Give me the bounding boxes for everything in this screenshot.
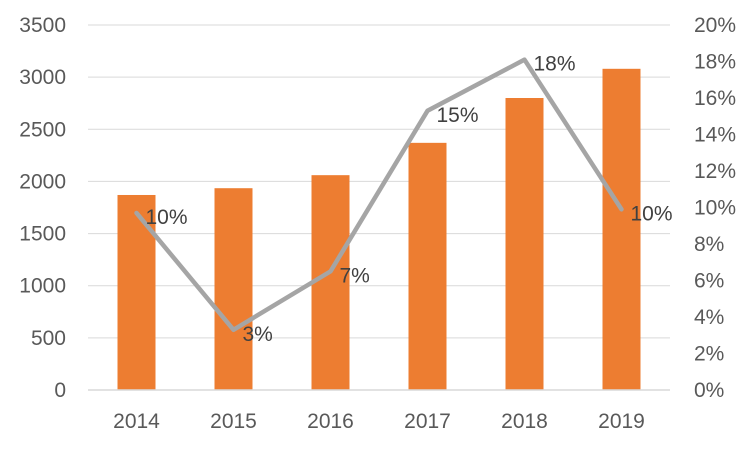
bar	[214, 188, 253, 390]
y-axis-tick-label: 0	[54, 379, 66, 402]
line-series	[134, 57, 624, 333]
x-axis-tick-label: 2019	[598, 410, 645, 433]
y2-axis-tick-label: 18%	[694, 51, 736, 74]
y-axis-tick-label: 3000	[19, 66, 66, 89]
y2-axis-tick-label: 10%	[694, 197, 736, 220]
gridlines	[88, 24, 670, 339]
y2-axis-tick-label: 16%	[694, 87, 736, 110]
y2-axis-tick-label: 4%	[694, 306, 724, 329]
y2-axis-tick-label: 20%	[694, 14, 736, 37]
x-axis-tick-label: 2015	[210, 410, 257, 433]
data-label: 15%	[437, 104, 479, 127]
data-label: 7%	[340, 264, 370, 287]
y2-axis-tick-label: 0%	[694, 379, 724, 402]
bar	[505, 98, 544, 390]
y-axis-tick-label: 2500	[19, 118, 66, 141]
y2-axis-tick-label: 14%	[694, 124, 736, 147]
axes: 0 500 1000 1500 2000 2500 3000 3500 0% 2% 4% 6% 8% 10…	[19, 14, 736, 433]
y-axis-tick-label: 500	[31, 327, 66, 350]
x-axis-tick-label: 2018	[501, 410, 548, 433]
bar	[602, 68, 641, 391]
x-axis-tick-label: 2014	[113, 410, 160, 433]
y2-axis-tick-label: 8%	[694, 233, 724, 256]
x-axis-tick-label: 2016	[307, 410, 354, 433]
data-label: 10%	[146, 206, 188, 229]
data-label: 18%	[534, 53, 576, 76]
y2-axis-tick-label: 12%	[694, 160, 736, 183]
y-axis-tick-label: 1000	[19, 275, 66, 298]
y2-axis-tick-label: 2%	[694, 343, 724, 366]
data-label: 3%	[243, 323, 273, 346]
bar	[311, 175, 350, 390]
y-axis-tick-label: 1500	[19, 223, 66, 246]
data-labels: 10% 3% 7% 15% 18% 10%	[146, 53, 673, 346]
y-axis-tick-label: 2000	[19, 170, 66, 193]
x-axis-tick-label: 2017	[404, 410, 451, 433]
bar	[408, 142, 447, 390]
bar-series	[117, 68, 641, 391]
data-label: 10%	[631, 202, 673, 225]
line-path	[134, 57, 624, 333]
y2-axis-tick-label: 6%	[694, 270, 724, 293]
y-axis-tick-label: 3500	[19, 14, 66, 37]
